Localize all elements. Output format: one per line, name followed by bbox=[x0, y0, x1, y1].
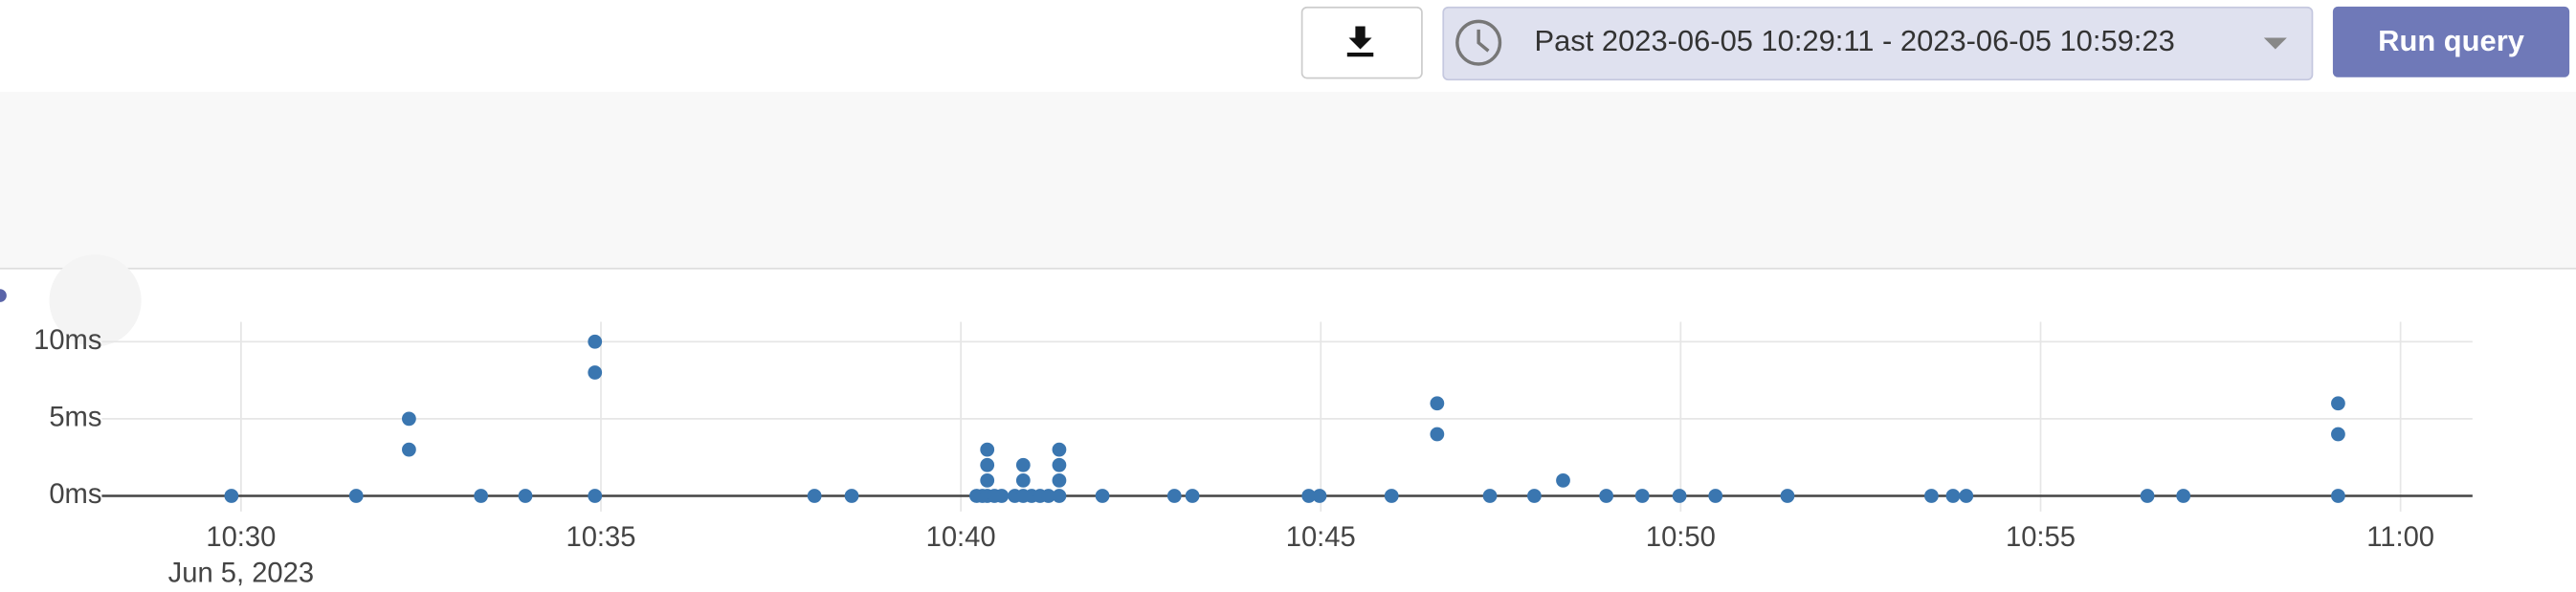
point bbox=[1482, 489, 1498, 503]
x-date-label: Jun 5, 2023 bbox=[168, 559, 314, 587]
point bbox=[1052, 472, 1067, 488]
point bbox=[1599, 489, 1614, 503]
plot: 10:30 10:35 10:40 10:45 10:50 10:55 11:00 Jun 5… bbox=[33, 321, 2473, 589]
point bbox=[1052, 489, 1067, 503]
time-range-label: Past 2023-06-05 10:29:11 - 2023-06-05 10… bbox=[1535, 24, 2175, 57]
point bbox=[807, 489, 822, 503]
point bbox=[1527, 489, 1542, 503]
point bbox=[474, 489, 489, 503]
point bbox=[1959, 489, 1974, 503]
y-tick-label: 0ms bbox=[49, 479, 101, 510]
point bbox=[1924, 489, 1939, 503]
point bbox=[1384, 489, 1399, 503]
point bbox=[844, 489, 859, 503]
point bbox=[2331, 427, 2345, 442]
point bbox=[348, 489, 364, 503]
clock-icon bbox=[1455, 19, 1502, 66]
point bbox=[1185, 489, 1200, 503]
clock-hands bbox=[1477, 29, 1490, 53]
point bbox=[1672, 489, 1687, 503]
point bbox=[2140, 489, 2155, 503]
point bbox=[2176, 489, 2191, 503]
x-tick-label: 10:35 bbox=[566, 522, 635, 553]
point bbox=[1301, 489, 1317, 503]
point bbox=[1015, 472, 1031, 488]
point bbox=[2331, 396, 2345, 411]
point bbox=[2331, 489, 2345, 503]
point bbox=[1780, 489, 1795, 503]
point bbox=[1312, 489, 1327, 503]
download-icon bbox=[1346, 26, 1374, 57]
run-query-label: Run query bbox=[2378, 24, 2525, 57]
header-band bbox=[0, 92, 2576, 268]
point bbox=[1015, 457, 1031, 472]
dropdown-caret[interactable] bbox=[2263, 37, 2287, 50]
y-tick-label: 5ms bbox=[49, 403, 101, 433]
point bbox=[224, 489, 239, 503]
point bbox=[588, 489, 603, 503]
time-picker[interactable] bbox=[1442, 6, 2314, 81]
point bbox=[980, 472, 995, 488]
point bbox=[1708, 489, 1723, 503]
point bbox=[1945, 489, 1961, 503]
point bbox=[1166, 489, 1182, 503]
point bbox=[1052, 457, 1067, 472]
point bbox=[588, 365, 603, 380]
point bbox=[402, 442, 416, 457]
indicator bbox=[0, 289, 7, 302]
run-query-button[interactable] bbox=[2332, 6, 2570, 77]
point bbox=[994, 489, 1010, 503]
x-tick-label: 10:50 bbox=[1646, 522, 1716, 553]
x-tick-label: 10:40 bbox=[926, 522, 996, 553]
y-tick-label: 10ms bbox=[33, 325, 101, 356]
x-tick-label: 10:30 bbox=[206, 522, 276, 553]
point bbox=[518, 489, 533, 503]
point bbox=[402, 411, 416, 427]
point bbox=[1430, 427, 1445, 442]
x-tick-label: 10:45 bbox=[1286, 522, 1356, 553]
point bbox=[1430, 396, 1445, 411]
point bbox=[1052, 442, 1067, 457]
point bbox=[1041, 489, 1056, 503]
x-tick-label: 11:00 bbox=[2366, 522, 2434, 553]
point bbox=[1095, 489, 1110, 503]
point bbox=[980, 442, 995, 457]
hover-halo bbox=[49, 254, 142, 347]
point bbox=[588, 334, 603, 349]
point bbox=[1634, 489, 1650, 503]
point bbox=[1556, 472, 1570, 488]
x-tick-label: 10:55 bbox=[2006, 522, 2076, 553]
point bbox=[980, 457, 995, 472]
